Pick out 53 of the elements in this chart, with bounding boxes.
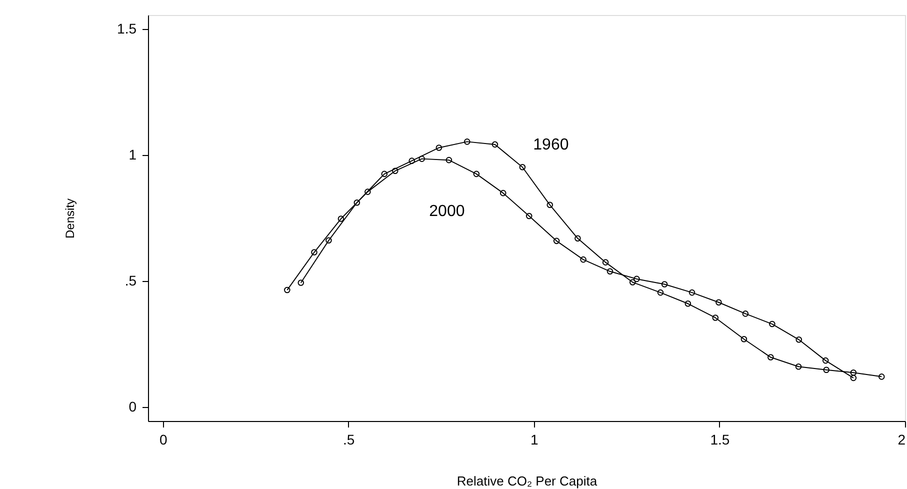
point bbox=[418, 156, 425, 162]
x-tick-label: 0 bbox=[159, 432, 168, 448]
series-label: 1960 bbox=[533, 136, 569, 154]
y-axis-title: Density bbox=[63, 198, 78, 239]
point bbox=[823, 366, 830, 374]
point bbox=[740, 336, 748, 342]
x-tick-label: .5 bbox=[343, 432, 355, 448]
point bbox=[381, 170, 388, 178]
point bbox=[436, 144, 442, 151]
point bbox=[492, 141, 498, 148]
x-axis-title: Relative CO₂ Per Capita bbox=[456, 474, 598, 488]
y-tick-label: .5 bbox=[124, 272, 137, 288]
point bbox=[768, 354, 774, 360]
x-tick-label: 2 bbox=[898, 432, 906, 448]
point bbox=[546, 202, 554, 208]
point bbox=[446, 156, 452, 164]
point bbox=[822, 357, 829, 364]
point bbox=[688, 289, 696, 296]
point bbox=[716, 299, 722, 306]
point bbox=[526, 212, 532, 220]
point bbox=[629, 279, 636, 286]
y-tick-label: 0 bbox=[128, 398, 137, 414]
point bbox=[712, 314, 719, 321]
point bbox=[519, 164, 526, 170]
point bbox=[311, 249, 318, 256]
x-tick-label: 1 bbox=[530, 432, 539, 448]
point bbox=[553, 238, 560, 244]
point bbox=[364, 188, 371, 195]
x-tick-label: 1.5 bbox=[710, 432, 730, 448]
point bbox=[473, 170, 480, 178]
point bbox=[769, 320, 776, 328]
point bbox=[326, 237, 332, 244]
point bbox=[634, 276, 640, 282]
point bbox=[684, 300, 692, 307]
point bbox=[354, 199, 360, 206]
series-label: 2000 bbox=[429, 203, 465, 220]
point bbox=[796, 336, 802, 343]
y-tick-label: 1.5 bbox=[117, 20, 137, 37]
point bbox=[606, 268, 614, 275]
point bbox=[795, 363, 802, 370]
point bbox=[574, 235, 581, 242]
point bbox=[602, 259, 609, 266]
point bbox=[408, 158, 415, 164]
point bbox=[464, 138, 470, 145]
point bbox=[850, 370, 857, 376]
point bbox=[338, 216, 344, 222]
point bbox=[661, 281, 668, 288]
point bbox=[580, 256, 586, 263]
point bbox=[500, 190, 506, 196]
point bbox=[657, 289, 664, 296]
point bbox=[742, 310, 749, 317]
y-tick-label: 1 bbox=[128, 146, 137, 163]
point bbox=[392, 168, 398, 174]
